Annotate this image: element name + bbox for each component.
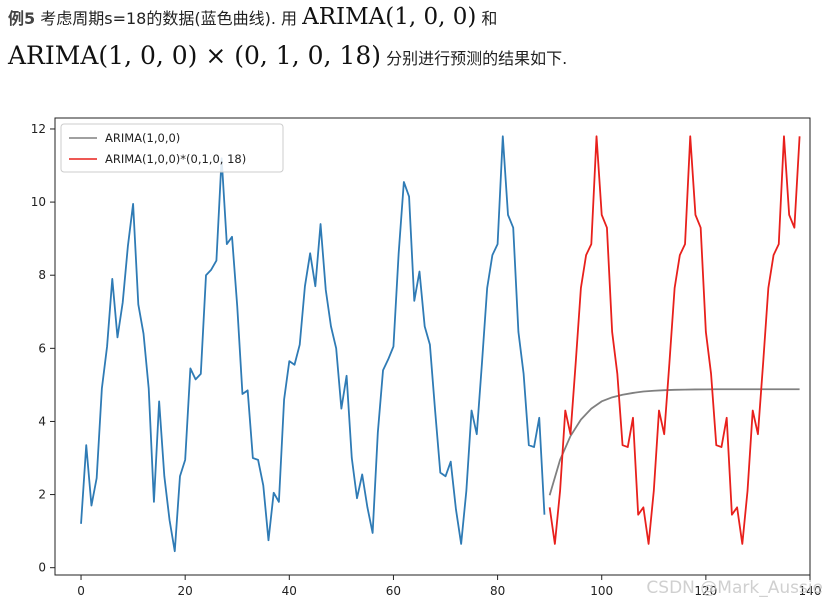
x-tick-label: 0 <box>77 584 85 598</box>
plot-frame <box>54 117 811 576</box>
intro-text: 例5 考虑周期s=18的数据(蓝色曲线). 用 ARIMA(1, 0, 0) 和… <box>8 2 828 79</box>
x-tick-label: 60 <box>386 584 401 598</box>
data-series-line <box>80 135 546 553</box>
y-tick-label: 0 <box>38 561 46 575</box>
x-tick-label: 20 <box>178 584 193 598</box>
legend-label-arima: ARIMA(1,0,0) <box>105 131 180 145</box>
x-tick-label: 80 <box>490 584 505 598</box>
y-tick-label: 2 <box>38 488 46 502</box>
ticks-layer: 0 20 40 60 80 100 120 140 0 2 4 6 8 10 12 <box>31 122 822 598</box>
y-tick-label: 12 <box>31 122 46 136</box>
legend: ARIMA(1,0,0) ARIMA(1,0,0)*(0,1,0, 18) <box>60 123 284 173</box>
math-sarima: ARIMA(1, 0, 0) × (0, 1, 0, 18) <box>8 41 381 70</box>
legend-box <box>60 123 284 173</box>
arima-forecast-line <box>548 388 800 496</box>
intro-line-1: 例5 考虑周期s=18的数据(蓝色曲线). 用 ARIMA(1, 0, 0) 和 <box>8 2 828 34</box>
series-layer <box>80 135 801 553</box>
watermark: CSDN @Mark_Aussie <box>646 578 823 598</box>
sarima-forecast-line <box>548 135 801 545</box>
x-tick-label: 40 <box>282 584 297 598</box>
intro-text-2: 和 <box>476 9 498 28</box>
math-arima-100: ARIMA(1, 0, 0) <box>302 4 477 30</box>
y-tick-label: 10 <box>31 195 46 209</box>
legend-label-sarima: ARIMA(1,0,0)*(0,1,0, 18) <box>105 152 246 166</box>
intro-text-1: 考虑周期s=18的数据(蓝色曲线). 用 <box>35 9 303 28</box>
y-tick-label: 4 <box>38 414 46 428</box>
intro-line-2: ARIMA(1, 0, 0) × (0, 1, 0, 18) 分别进行预测的结果… <box>8 36 828 79</box>
x-tick-label: 100 <box>590 584 613 598</box>
x-tick-label: 140 <box>799 584 822 598</box>
x-tick-label: 120 <box>694 584 717 598</box>
forecast-chart: 0 20 40 60 80 100 120 140 0 2 4 6 8 10 12 ARIMA(1,0,0)… <box>31 117 822 598</box>
y-tick-label: 6 <box>38 341 46 355</box>
intro-text-3: 分别进行预测的结果如下. <box>380 49 568 68</box>
y-tick-label: 8 <box>38 268 46 282</box>
example-label: 例5 <box>8 9 36 28</box>
